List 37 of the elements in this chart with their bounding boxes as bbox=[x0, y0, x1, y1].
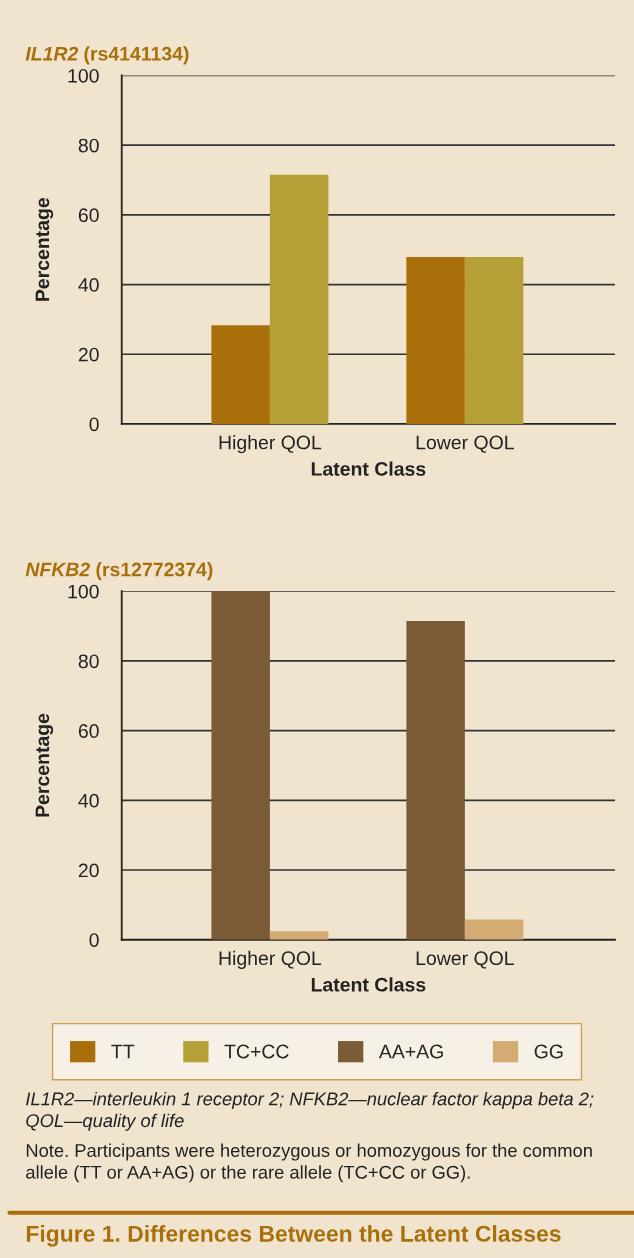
bar bbox=[269, 174, 329, 424]
legend-label: AA+AG bbox=[378, 1044, 443, 1059]
y-tick-label: 80 bbox=[78, 654, 99, 669]
y-axis-title: Percentage bbox=[35, 713, 54, 817]
x-tick-label: Higher QOL bbox=[219, 435, 322, 454]
legend-label: TC+CC bbox=[224, 1044, 289, 1059]
bar bbox=[464, 257, 524, 424]
bar bbox=[211, 591, 270, 940]
text: IL1R2—interleukin 1 receptor 2; NFKB2—nuclear factor kappa beta 2; QOL—quality of life bbox=[26, 1091, 594, 1131]
y-tick-label: 0 bbox=[89, 933, 99, 947]
y-tick-label: 40 bbox=[78, 793, 99, 808]
caption: Figure 1. Differences Between the Latent Classes bbox=[26, 1225, 561, 1247]
y-tick-label: 80 bbox=[78, 138, 99, 153]
bar bbox=[406, 620, 465, 940]
y-tick-label: 20 bbox=[78, 863, 99, 878]
y-tick-label: 100 bbox=[68, 68, 99, 83]
y-tick-label: 100 bbox=[68, 584, 99, 599]
y-tick-label: 40 bbox=[78, 278, 99, 292]
x-tick-label: Lower QOL bbox=[416, 435, 514, 453]
y-tick-label: 20 bbox=[78, 347, 99, 362]
legend-label: GG bbox=[534, 1044, 563, 1059]
x-tick-label: Lower QOL bbox=[416, 951, 514, 969]
legend-label: TT bbox=[111, 1044, 135, 1059]
bar bbox=[464, 919, 524, 940]
y-tick-label: 0 bbox=[89, 417, 99, 432]
y-tick-label: 60 bbox=[78, 208, 99, 223]
x-axis-title: Latent Class bbox=[311, 461, 426, 476]
x-axis-title: Latent Class bbox=[311, 977, 426, 992]
x-tick-label: Higher QOL bbox=[219, 950, 322, 969]
text: Note. Participants were heterozygous or homozygous for the common allele (TT or AA+AG) or the rare allele (TC+CC or GG). bbox=[26, 1143, 592, 1183]
bar bbox=[406, 257, 465, 424]
chart-title: IL1R2 (rs4141134) bbox=[25, 46, 189, 65]
bar bbox=[211, 325, 270, 424]
bar bbox=[269, 931, 329, 940]
y-tick-label: 60 bbox=[78, 724, 99, 738]
y-axis-title: Percentage bbox=[35, 197, 54, 301]
chart-title: NFKB2 (rs12772374) bbox=[25, 562, 213, 581]
